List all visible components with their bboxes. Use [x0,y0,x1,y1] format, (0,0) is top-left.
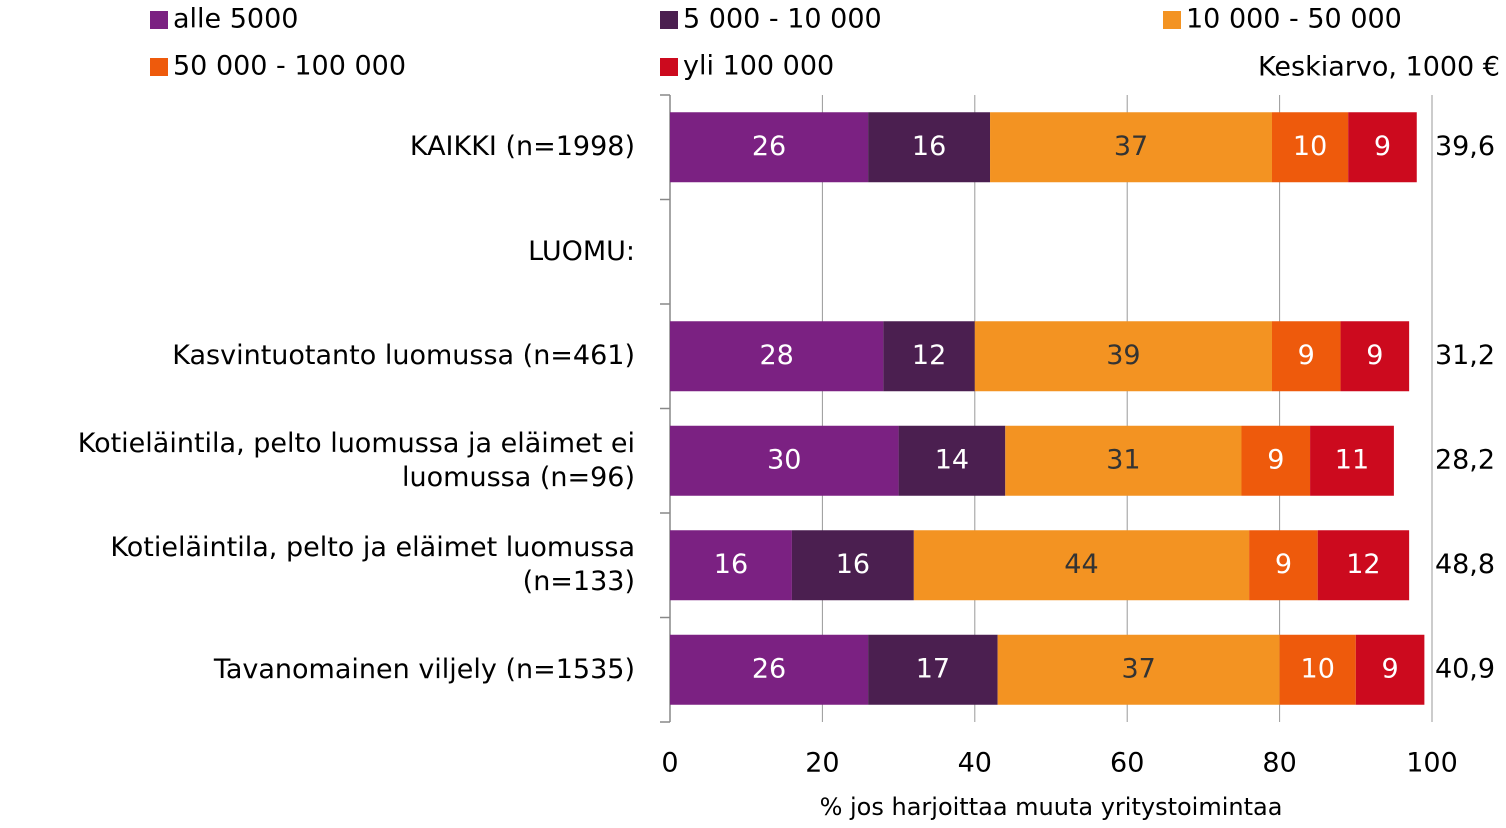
category-label: LUOMU: [528,235,635,267]
segment-label: 9 [1366,340,1383,371]
average-label: 40,9 [1435,653,1495,684]
legend-label: alle 5000 [173,4,298,35]
bar-segment [670,634,869,705]
average-label: 48,8 [1435,549,1495,580]
bar-segment [974,321,1272,392]
bar-segment [1348,112,1417,183]
bar-segment [913,530,1250,601]
x-tick-label: 40 [958,748,992,779]
average-label: 39,6 [1435,131,1495,162]
segment-label: 39 [1106,340,1140,371]
legend-swatch [1163,11,1181,29]
bar-segment [868,634,998,705]
bar-segment [1271,112,1349,183]
legend-swatch [150,58,168,76]
bar-segment [1249,530,1318,601]
x-tick-label: 20 [805,748,839,779]
legend-label: yli 100 000 [683,51,834,82]
segment-label: 16 [714,549,748,580]
segment-label: 26 [752,653,786,684]
bar-segment [997,634,1280,705]
segment-label: 11 [1335,444,1369,475]
category-label: Kasvintuotanto luomussa (n=461) [172,340,635,372]
segment-label: 37 [1114,131,1148,162]
segment-label: 31 [1106,444,1140,475]
legend-label: 5 000 - 10 000 [683,4,882,35]
segment-label: 10 [1301,653,1335,684]
bar-segment [670,112,869,183]
segment-label: 10 [1293,131,1327,162]
segment-label: 9 [1381,653,1398,684]
category-label-box: Kasvintuotanto luomussa (n=461) [172,340,635,372]
bar-segment [1310,425,1394,496]
bar-segment [1271,321,1341,392]
bar-segment [1355,634,1425,705]
category-label-box: Kotieläintila, pelto ja eläimet luomussa… [110,532,635,597]
segment-label: 16 [836,549,870,580]
segment-label: 37 [1121,653,1155,684]
segment-label: 14 [935,444,969,475]
legend-swatch [660,58,678,76]
segment-label: 16 [912,131,946,162]
segment-label: 17 [916,653,950,684]
average-header: Keskiarvo, 1000 € [1258,52,1500,83]
average-label: 28,2 [1435,444,1495,475]
x-axis-label: % jos harjoittaa muuta yritystoimintaa [820,793,1283,821]
bar-segment [1279,634,1356,705]
segment-label: 28 [760,340,794,371]
category-label-box: LUOMU: [528,235,635,267]
category-label: Kotieläintila, pelto ja eläimet luomussa… [110,532,635,597]
bar-segment [990,112,1272,183]
bar-segment [791,530,914,601]
bar-segment [1340,321,1410,392]
bar-segment [868,112,991,183]
segment-label: 9 [1374,131,1391,162]
bar-segment [883,321,975,392]
category-label-box: Tavanomainen viljely (n=1535) [213,653,635,685]
segment-label: 26 [752,131,786,162]
category-label-box: Kotieläintila, pelto luomussa ja eläimet… [77,427,635,493]
x-tick-label: 0 [661,748,678,779]
segment-label: 30 [767,444,801,475]
x-tick-label: 80 [1262,748,1296,779]
category-label: Tavanomainen viljely (n=1535) [213,653,635,685]
bar-segment [670,425,899,496]
bar-segment [1241,425,1311,496]
bar-segment [670,321,884,392]
segment-label: 44 [1064,549,1098,580]
x-tick-label: 60 [1110,748,1144,779]
category-label: KAIKKI (n=1998) [409,131,635,163]
segment-label: 9 [1275,549,1292,580]
bar-segment [898,425,1006,496]
bar-segment [670,530,792,601]
segment-label: 12 [912,340,946,371]
category-label-box: KAIKKI (n=1998) [409,131,635,163]
segment-label: 9 [1298,340,1315,371]
legend-label: 50 000 - 100 000 [173,51,406,82]
segment-label: 9 [1267,444,1284,475]
segment-label: 12 [1346,549,1380,580]
legend-label: 10 000 - 50 000 [1186,4,1402,35]
bar-segment [1317,530,1410,601]
legend-swatch [660,11,678,29]
bar-segment [1005,425,1242,496]
x-tick-label: 100 [1406,748,1458,779]
category-label: Kotieläintila, pelto luomussa ja eläimet… [77,427,635,493]
legend-swatch [150,11,168,29]
average-label: 31,2 [1435,340,1495,371]
